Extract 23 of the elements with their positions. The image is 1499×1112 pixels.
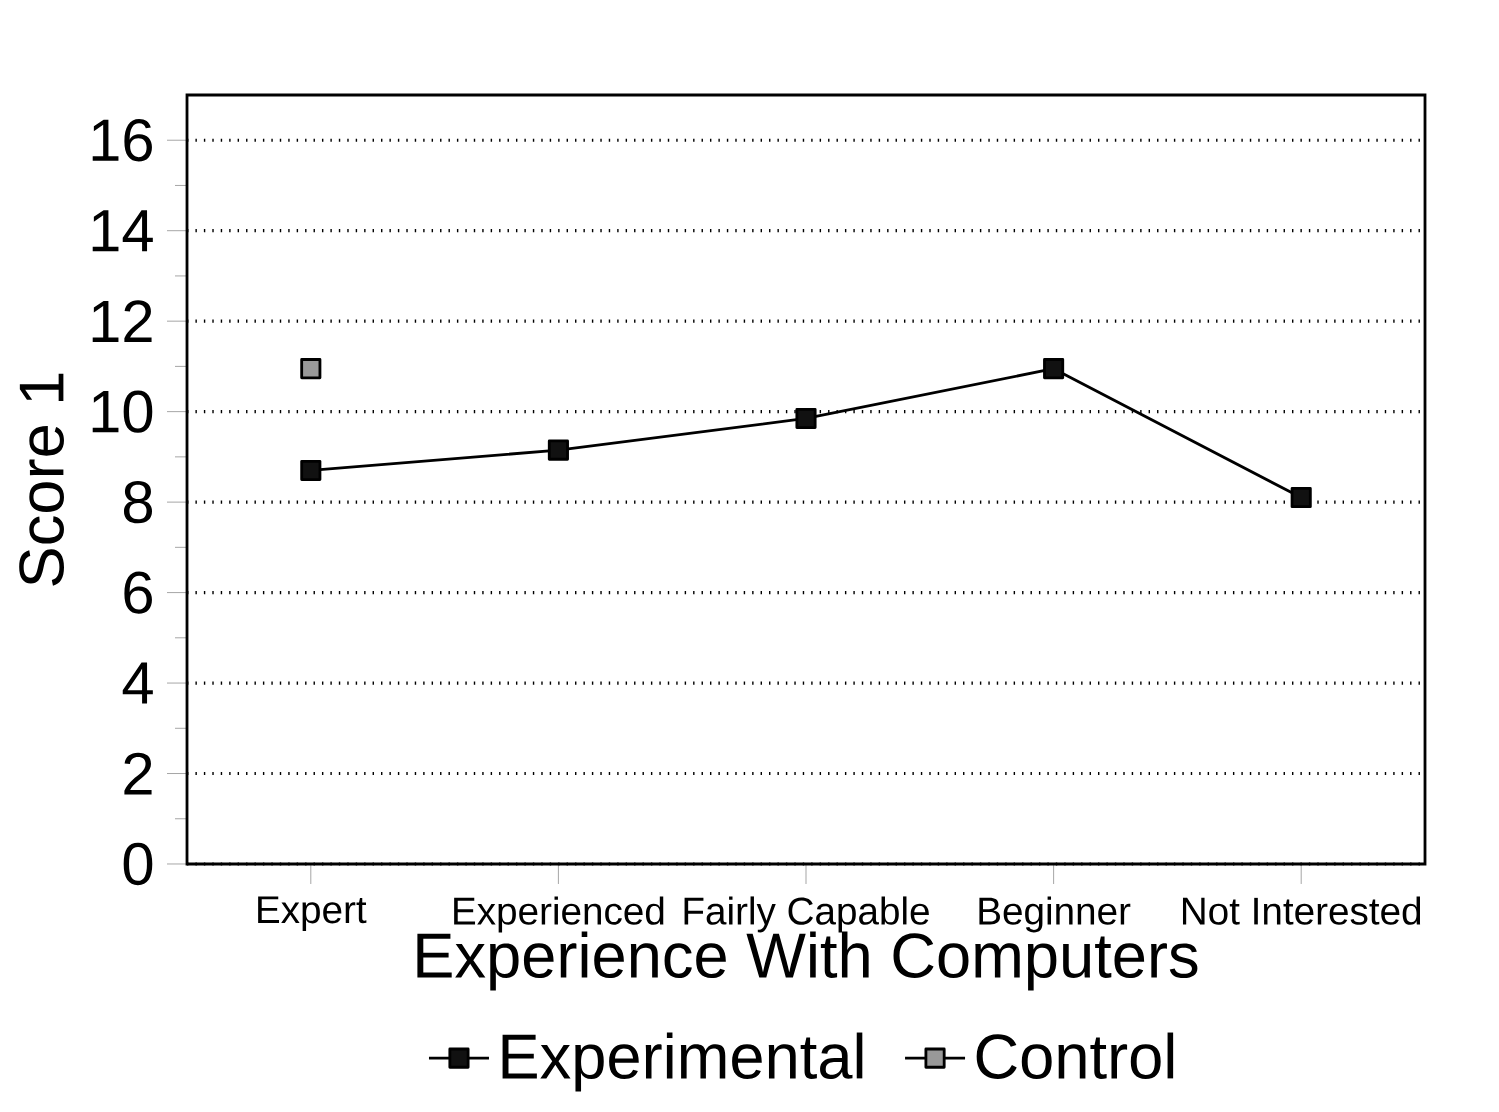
y-tick-label: 4 (122, 662, 153, 704)
x-tick-label: Experienced (454, 896, 664, 933)
legend-label: Experimental (502, 1032, 863, 1092)
x-tick-label: Beginner (979, 896, 1131, 933)
x-tick-label: Not Interested (1182, 896, 1421, 925)
point (1290, 487, 1312, 509)
point (547, 439, 569, 461)
y-tick-label: 16 (92, 119, 152, 162)
y-tick-label: 12 (92, 300, 152, 343)
y-tick-label: 10 (92, 390, 153, 433)
x-tick-label: Expert (258, 896, 367, 931)
x-tick-label: Fairly Capable (684, 896, 929, 933)
point (1043, 358, 1065, 380)
y-tick-label: 0 (123, 842, 153, 886)
y-tick-label: 2 (124, 752, 152, 795)
legend-label: Control (976, 1032, 1174, 1079)
point (300, 459, 322, 481)
point (795, 407, 817, 429)
y-axis-title: Score 1 (19, 373, 64, 586)
point (300, 358, 322, 380)
y-tick-label: 8 (123, 480, 153, 524)
y-tick-label: 14 (92, 210, 153, 252)
y-tick-label: 6 (124, 571, 152, 614)
